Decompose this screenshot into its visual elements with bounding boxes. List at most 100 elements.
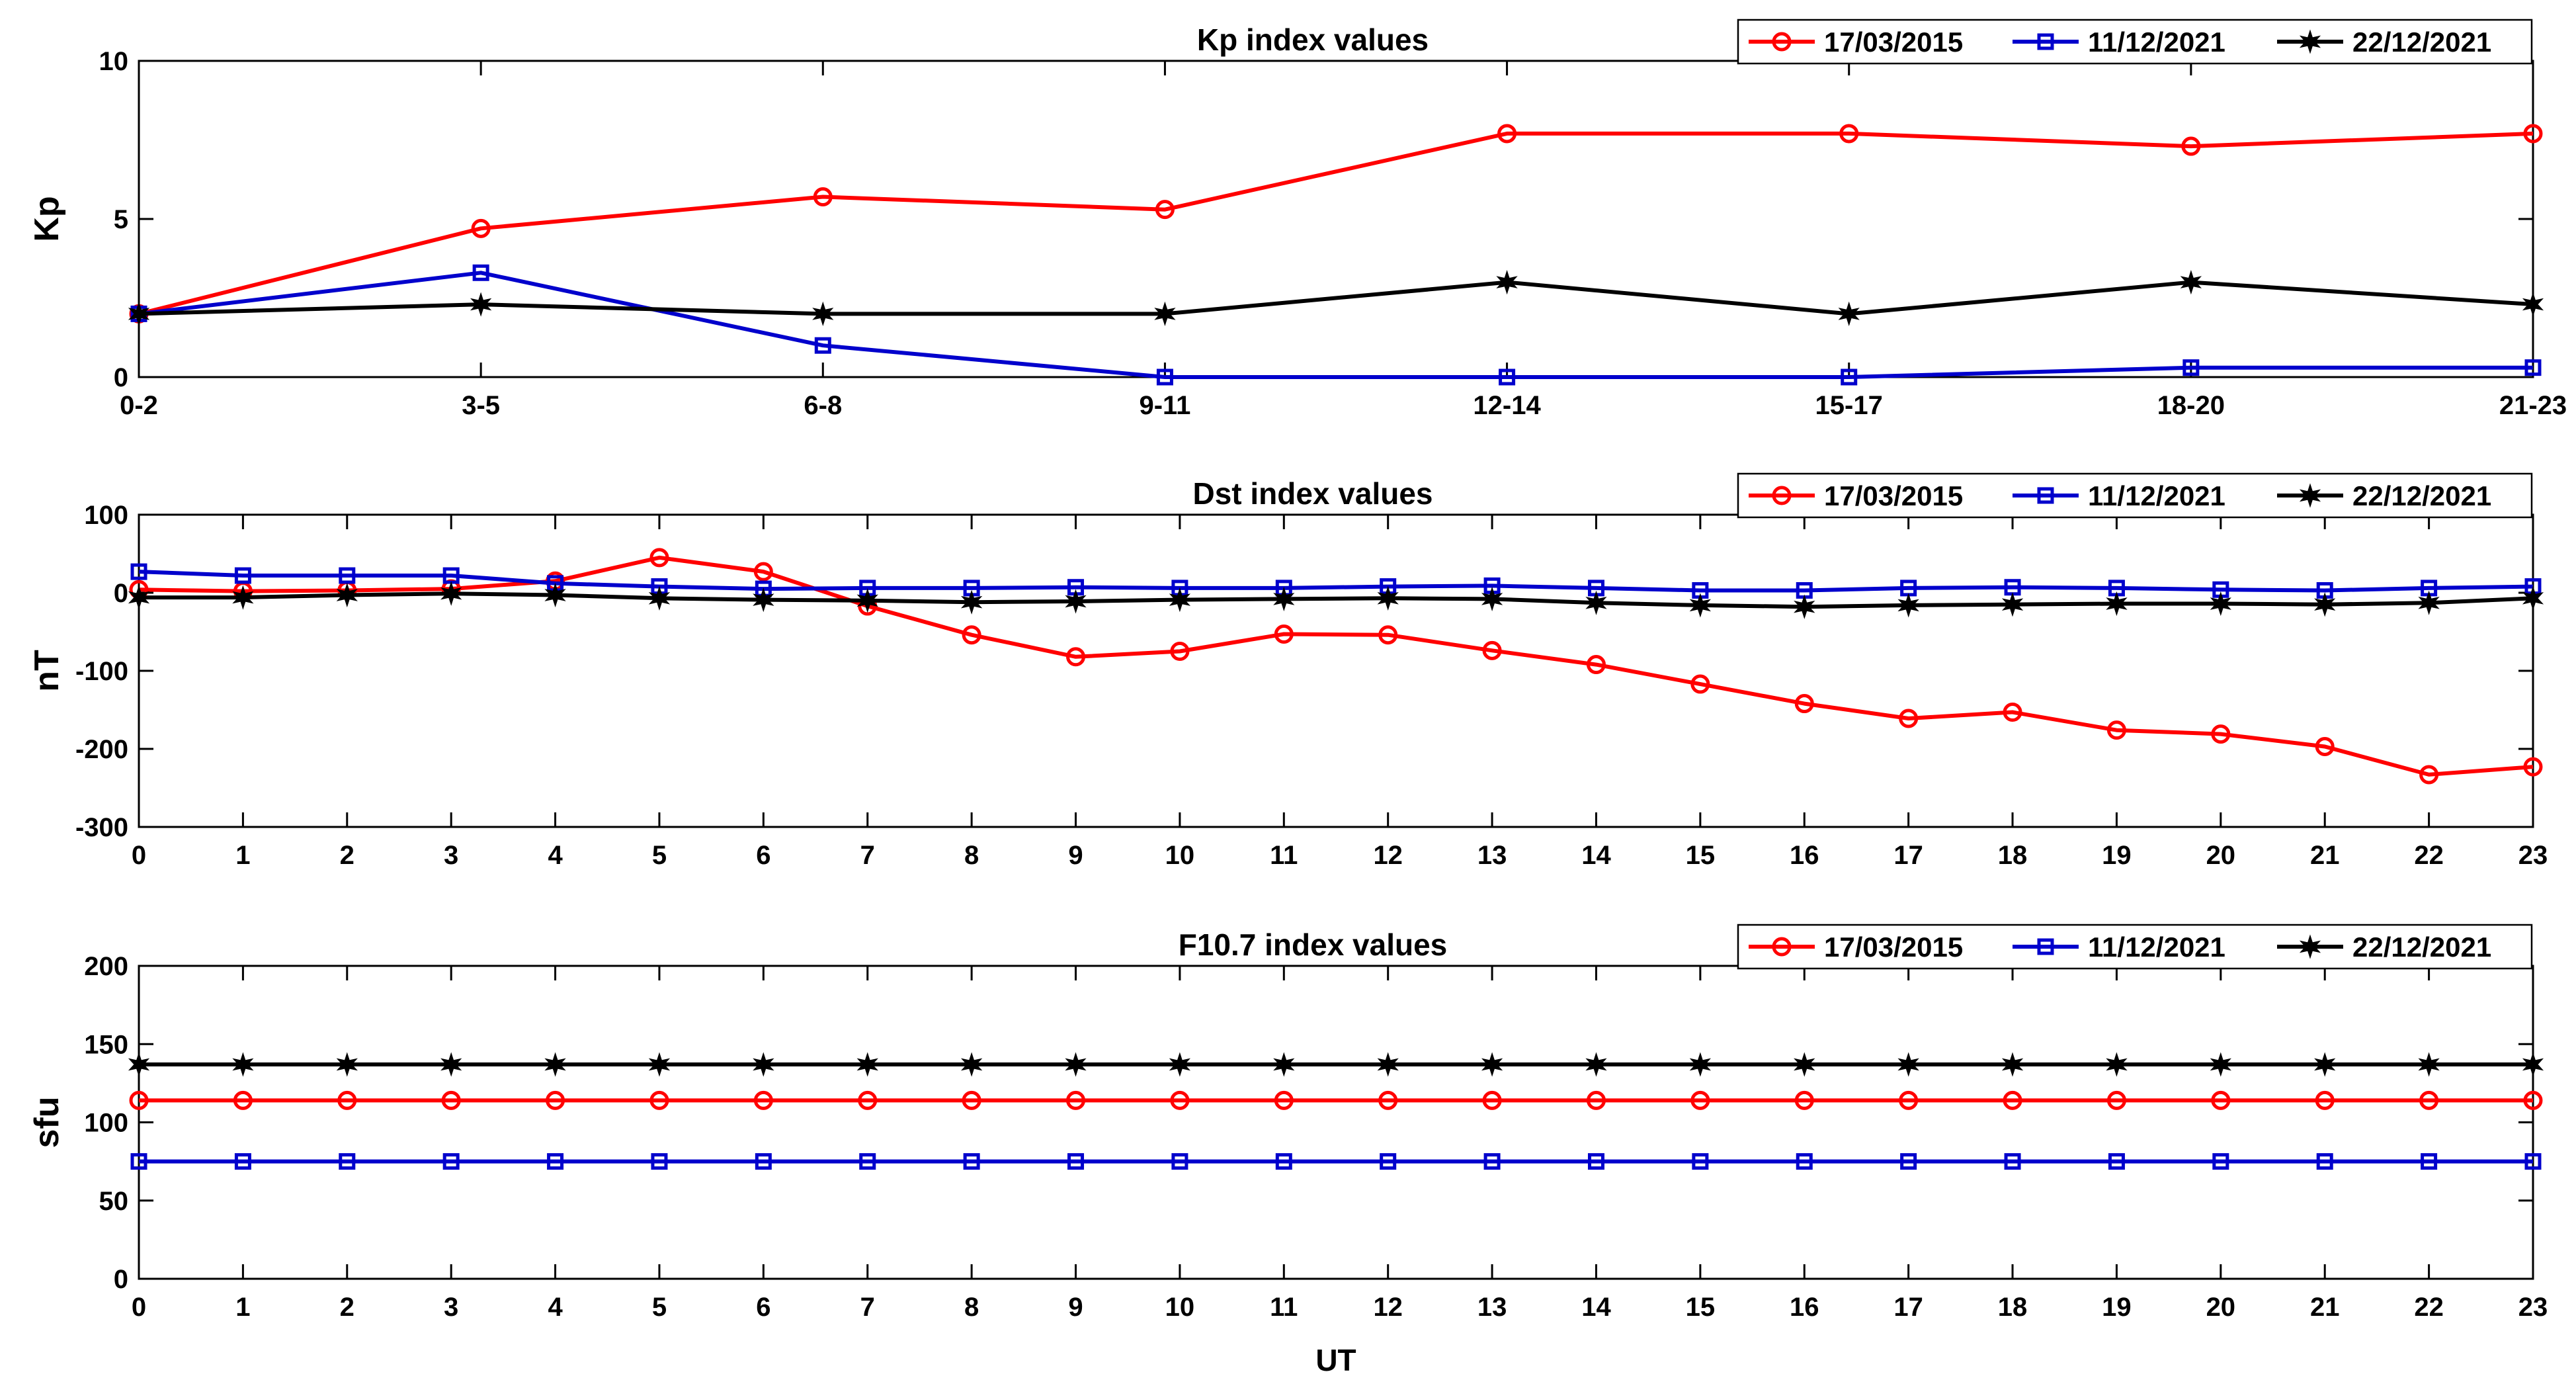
x-tick-label: 6 <box>756 841 770 870</box>
x-tick-label: 21 <box>2310 1293 2340 1322</box>
x-tick-label: 20 <box>2206 1293 2236 1322</box>
y-axis-label: sfu <box>28 1097 66 1148</box>
data-point <box>2106 1090 2126 1110</box>
series-1 <box>129 1090 2543 1110</box>
legend-marker <box>2299 29 2321 54</box>
data-point <box>1482 640 1502 660</box>
data-point <box>1065 1052 1087 1077</box>
data-point <box>544 582 566 608</box>
x-tick-label: 16 <box>1790 841 1819 870</box>
legend-label: 22/12/2021 <box>2352 931 2491 963</box>
data-point <box>2210 591 2231 617</box>
data-point <box>1794 694 1814 714</box>
y-tick-label: 200 <box>84 952 128 981</box>
data-point <box>1377 1052 1399 1077</box>
series-3 <box>128 1052 2544 1077</box>
x-tick-label: 1 <box>235 1293 250 1322</box>
data-point <box>1066 647 1086 667</box>
x-tick-label: 2 <box>340 841 354 870</box>
legend-marker <box>2299 483 2321 508</box>
y-tick-label: 5 <box>114 205 128 234</box>
legend: 17/03/2015 11/12/2021 22/12/2021 <box>1737 924 2533 970</box>
legend-marker <box>1772 32 1792 52</box>
data-point <box>1839 124 1859 144</box>
x-tick-label: 12 <box>1373 841 1403 870</box>
data-point <box>2315 1090 2335 1110</box>
legend-marker <box>2037 487 2054 504</box>
legend-marker <box>1772 486 1792 505</box>
y-axis-label: nT <box>28 650 66 692</box>
data-point <box>130 563 147 580</box>
data-point <box>2210 1052 2231 1077</box>
data-point <box>2182 359 2200 376</box>
y-tick-label: 0 <box>114 579 128 608</box>
data-point <box>2211 1090 2231 1110</box>
data-point <box>1378 625 1398 645</box>
data-point <box>2523 757 2543 777</box>
x-tick-label: 3-5 <box>462 391 500 420</box>
data-point <box>1689 1052 1712 1077</box>
series-3 <box>128 581 2544 619</box>
x-tick-label: 7 <box>860 841 875 870</box>
data-point <box>2522 1052 2544 1077</box>
data-point <box>1171 1153 1188 1170</box>
data-point <box>2106 720 2126 740</box>
x-tick-label: 2 <box>340 1293 354 1322</box>
data-point <box>1586 655 1606 675</box>
x-tick-label: 16 <box>1790 1293 1819 1322</box>
x-tick-label: 21 <box>2310 841 2340 870</box>
data-point <box>648 585 671 611</box>
data-point <box>2522 585 2544 611</box>
legend-label: 22/12/2021 <box>2352 26 2491 58</box>
x-tick-label: 0-2 <box>120 391 158 420</box>
data-point <box>128 1052 150 1077</box>
data-point <box>1899 709 1919 728</box>
data-point <box>128 585 150 610</box>
legend: 17/03/2015 11/12/2021 22/12/2021 <box>1737 19 2533 65</box>
data-point <box>130 1153 147 1170</box>
x-tick-label: 6-8 <box>804 391 842 420</box>
data-point <box>2523 124 2543 144</box>
data-point <box>2522 292 2544 317</box>
x-tick-label: 3 <box>444 1293 458 1322</box>
data-point <box>1482 1090 1502 1110</box>
y-tick-label: 100 <box>84 501 128 530</box>
y-tick-label: 150 <box>84 1030 128 1059</box>
x-tick-label: 18-20 <box>2157 391 2225 420</box>
data-point <box>856 588 878 613</box>
legend-label: 17/03/2015 <box>1824 931 1963 963</box>
legend-label: 17/03/2015 <box>1824 480 1963 511</box>
data-point <box>755 1153 772 1170</box>
legend-label: 17/03/2015 <box>1824 26 1963 58</box>
data-point <box>234 1153 251 1170</box>
data-point <box>2212 1153 2229 1170</box>
legend-label: 22/12/2021 <box>2352 480 2491 511</box>
x-tick-label: 4 <box>548 1293 563 1322</box>
x-tick-label: 6 <box>756 1293 770 1322</box>
data-point <box>1899 1090 1919 1110</box>
data-point <box>1689 593 1712 618</box>
y-axis-label: Kp <box>28 196 66 241</box>
data-point <box>1066 1090 1086 1110</box>
y-tick-label: -100 <box>75 657 128 686</box>
x-tick-label: 13 <box>1477 841 1507 870</box>
data-point <box>1897 593 1919 618</box>
x-tick-label: 17 <box>1893 841 1923 870</box>
y-tick-label: -200 <box>75 735 128 764</box>
data-point <box>2108 1153 2125 1170</box>
data-point <box>442 1153 460 1170</box>
data-point <box>336 582 358 608</box>
x-tick-label: 5 <box>652 841 667 870</box>
data-point <box>339 1153 356 1170</box>
chart-title: F10.7 index values <box>1179 927 1448 962</box>
series-line <box>138 280 2534 316</box>
y-tick-label: -300 <box>75 813 128 842</box>
data-point <box>128 301 150 327</box>
x-tick-label: 8 <box>964 1293 979 1322</box>
x-tick-label: 12-14 <box>1473 391 1541 420</box>
chart-title: Dst index values <box>1192 476 1433 511</box>
data-point <box>2419 765 2439 785</box>
x-tick-label: 0 <box>132 1293 146 1322</box>
data-point <box>649 1090 669 1110</box>
data-point <box>1169 587 1191 613</box>
